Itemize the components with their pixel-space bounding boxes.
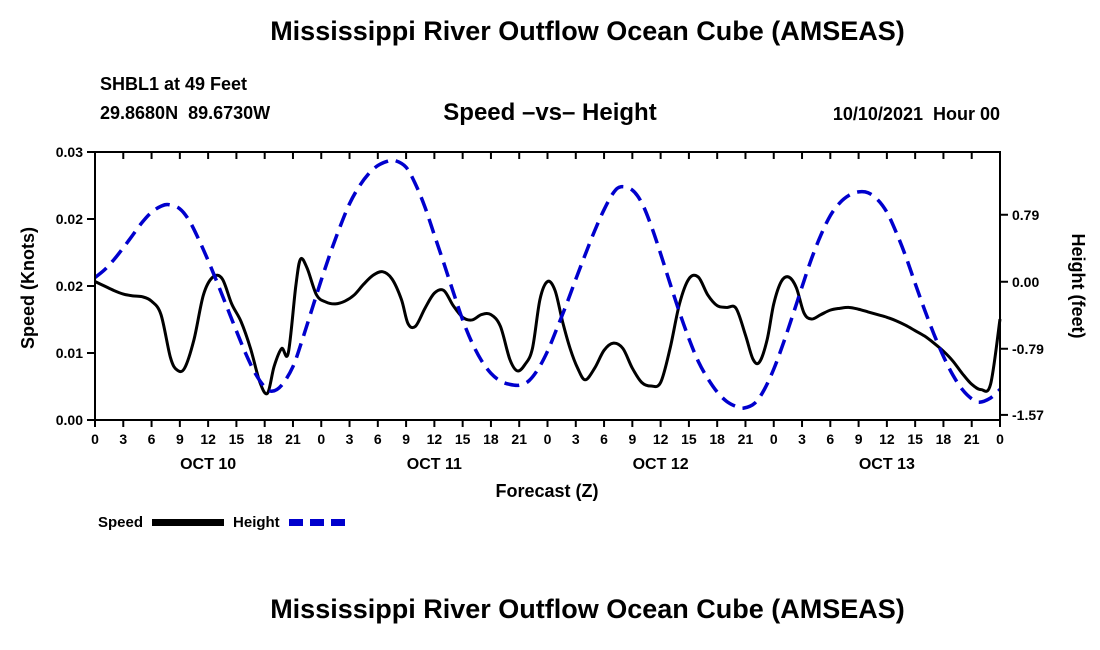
chart-legend: Speed Height [98,514,345,531]
x-tick-label: 18 [936,431,952,447]
x-tick-label: 6 [148,431,156,447]
x-tick-label: 6 [600,431,608,447]
x-tick-label: 12 [200,431,216,447]
height-line [93,158,1002,411]
right-axis-title: Height (feet) [1068,234,1088,339]
y-left-tick-label: 0.03 [56,144,83,160]
x-tick-label: 12 [879,431,895,447]
x-tick-label: 12 [427,431,443,447]
chart-plot-area: 0 3 6 9 12 15 18 21 0 3 6 9 12 15 18 21 0 3 6 9 12 15 18 21 0 3 6 9… [56,144,1044,473]
x-tick-label: 18 [709,431,725,447]
y-right-tick-label: -1.57 [1012,407,1044,423]
x-tick-label: 21 [511,431,527,447]
day-label: OCT 13 [859,456,915,473]
chart-title: Speed –vs– Height [443,99,657,126]
x-tick-label: 21 [964,431,980,447]
y-left-tick-label: 0.00 [56,412,83,428]
x-tick-label: 21 [285,431,301,447]
x-tick-label: 0 [544,431,552,447]
forecast-datetime: 10/10/2021 Hour 00 [832,104,1000,124]
y-left-tick-label: 0.02 [56,278,83,294]
x-tick-label: 15 [681,431,697,447]
speed-height-chart: 0 3 6 9 12 15 18 21 0 3 6 9 12 15 18 21 0 3 6 9 12 15 18 21 0 3 6 9… [18,144,1088,501]
day-label: OCT 12 [633,456,689,473]
x-tick-label: 12 [653,431,669,447]
speed-line-swatch [152,519,225,526]
speed-line [94,256,1002,396]
x-tick-label: 3 [346,431,354,447]
legend-speed-label: Speed [98,514,144,531]
y-right-tick-label: -0.79 [1012,341,1044,357]
y-right-tick-label: 0.79 [1012,207,1039,223]
x-tick-label: 6 [374,431,382,447]
y-left-tick-label: 0.02 [56,211,83,227]
x-tick-label: 18 [483,431,499,447]
x-tick-label: 0 [996,431,1004,447]
x-tick-label: 9 [402,431,410,447]
y-left-tick-label: 0.01 [56,345,83,361]
x-tick-label: 15 [229,431,245,447]
x-tick-label: 18 [257,431,273,447]
legend-height-label: Height [233,514,280,531]
x-tick-label: 0 [770,431,778,447]
left-axis-title: Speed (Knots) [18,227,38,349]
x-tick-label: 0 [91,431,99,447]
x-tick-label: 3 [119,431,127,447]
station-id: SHBL1 at 49 Feet [100,74,248,94]
x-tick-label: 0 [317,431,325,447]
x-tick-label: 9 [855,431,863,447]
x-tick-label: 15 [455,431,471,447]
day-label: OCT 11 [407,456,462,473]
y-right-tick-label: 0.00 [1012,274,1039,290]
x-tick-label: 9 [628,431,636,447]
x-tick-label: 21 [738,431,754,447]
x-tick-label: 6 [826,431,834,447]
page-bottom-title: Mississippi River Outflow Ocean Cube (AM… [270,594,905,624]
height-line-swatch [288,519,345,526]
page-title: Mississippi River Outflow Ocean Cube (AM… [270,16,905,46]
x-tick-label: 3 [798,431,806,447]
x-tick-label: 15 [907,431,923,447]
plot-border [94,151,1001,421]
x-tick-label: 9 [176,431,184,447]
x-tick-label: 3 [572,431,580,447]
day-label: OCT 10 [180,456,236,473]
x-axis-title: Forecast (Z) [495,481,598,501]
station-coordinates: 29.8680N 89.6730W [100,103,271,123]
